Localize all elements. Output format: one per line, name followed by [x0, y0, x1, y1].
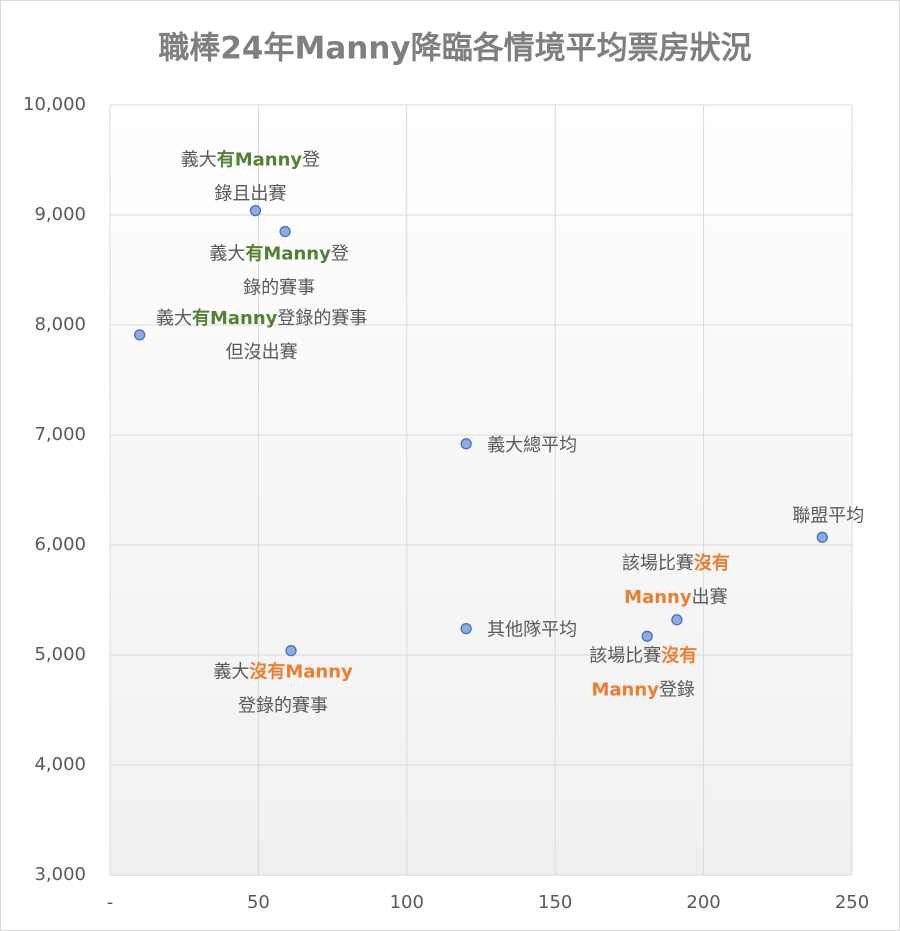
label-segment: 義大總平均 [487, 435, 577, 456]
label-segment: 登錄的賽事 [238, 695, 328, 717]
y-tick-label: 8,000 [34, 314, 86, 335]
label-segment: Manny [591, 679, 659, 700]
point-label: 其他隊平均 [487, 620, 577, 641]
label-segment: 有Manny [192, 307, 278, 329]
label-segment: 沒有 [694, 552, 730, 574]
label-segment: 義大 [156, 308, 192, 329]
point-label: 義大有Manny登錄的賽事 [156, 307, 367, 329]
label-segment: 義大 [209, 244, 245, 265]
y-tick-label: 7,000 [34, 424, 86, 445]
label-segment: 但沒出賽 [226, 341, 298, 363]
data-point [134, 329, 146, 341]
data-point [460, 438, 472, 450]
plot-area [110, 105, 852, 875]
label-segment: 有Manny [217, 149, 303, 171]
point-label: 登錄的賽事 [238, 695, 328, 717]
point-label: 義大有Manny登 [181, 149, 320, 171]
label-segment: 該場比賽 [622, 552, 694, 574]
x-tick-label: 50 [247, 892, 270, 913]
x-tick-label: 250 [835, 892, 869, 913]
data-point [249, 204, 262, 217]
point-label: Manny登錄 [591, 679, 694, 700]
x-tick-label: - [107, 892, 114, 913]
data-point [671, 614, 683, 626]
point-label: 該場比賽沒有 [622, 552, 730, 574]
point-label: 錄的賽事 [243, 277, 315, 299]
data-point [641, 630, 653, 642]
label-segment: 登 [302, 150, 320, 171]
y-tick-label: 5,000 [34, 644, 86, 665]
label-segment: 義大 [181, 150, 217, 171]
point-label: Manny出賽 [624, 586, 727, 608]
x-tick-label: 200 [686, 892, 720, 913]
label-segment: Manny [624, 587, 692, 608]
label-segment: 該場比賽 [589, 644, 661, 666]
point-label: 聯盟平均 [792, 505, 864, 526]
y-tick-label: 10,000 [23, 94, 86, 115]
label-segment: 有Manny [245, 243, 331, 265]
point-label: 義大有Manny登 [209, 243, 348, 265]
label-segment: 登錄的賽事 [277, 307, 367, 329]
label-segment: 登錄 [659, 679, 695, 700]
label-segment: 義大 [213, 662, 249, 683]
y-tick-label: 6,000 [34, 534, 86, 555]
label-segment: 沒有Manny [249, 661, 353, 683]
label-segment: 錄且出賽 [214, 183, 286, 205]
point-label: 但沒出賽 [226, 341, 298, 363]
y-tick-label: 4,000 [34, 754, 86, 775]
label-segment: 登 [331, 244, 349, 265]
point-label: 義大沒有Manny [213, 661, 353, 683]
label-segment: 出賽 [692, 586, 728, 608]
label-segment: 錄的賽事 [243, 277, 315, 299]
data-point [285, 644, 297, 657]
point-label: 錄且出賽 [214, 183, 286, 205]
x-tick-label: 150 [538, 892, 572, 913]
y-tick-label: 9,000 [34, 204, 86, 225]
data-point [460, 622, 472, 635]
y-tick-label: 3,000 [34, 864, 86, 885]
point-label: 該場比賽沒有 [589, 644, 697, 666]
label-segment: 聯盟平均 [792, 505, 864, 526]
label-segment: 其他隊平均 [487, 620, 577, 641]
data-point [279, 225, 291, 238]
x-tick-label: 100 [390, 892, 424, 913]
point-label: 義大總平均 [487, 435, 577, 456]
label-segment: 沒有 [661, 644, 697, 666]
chart-title: 職棒24年Manny降臨各情境平均票房狀況 [158, 31, 751, 67]
data-point [816, 531, 828, 543]
